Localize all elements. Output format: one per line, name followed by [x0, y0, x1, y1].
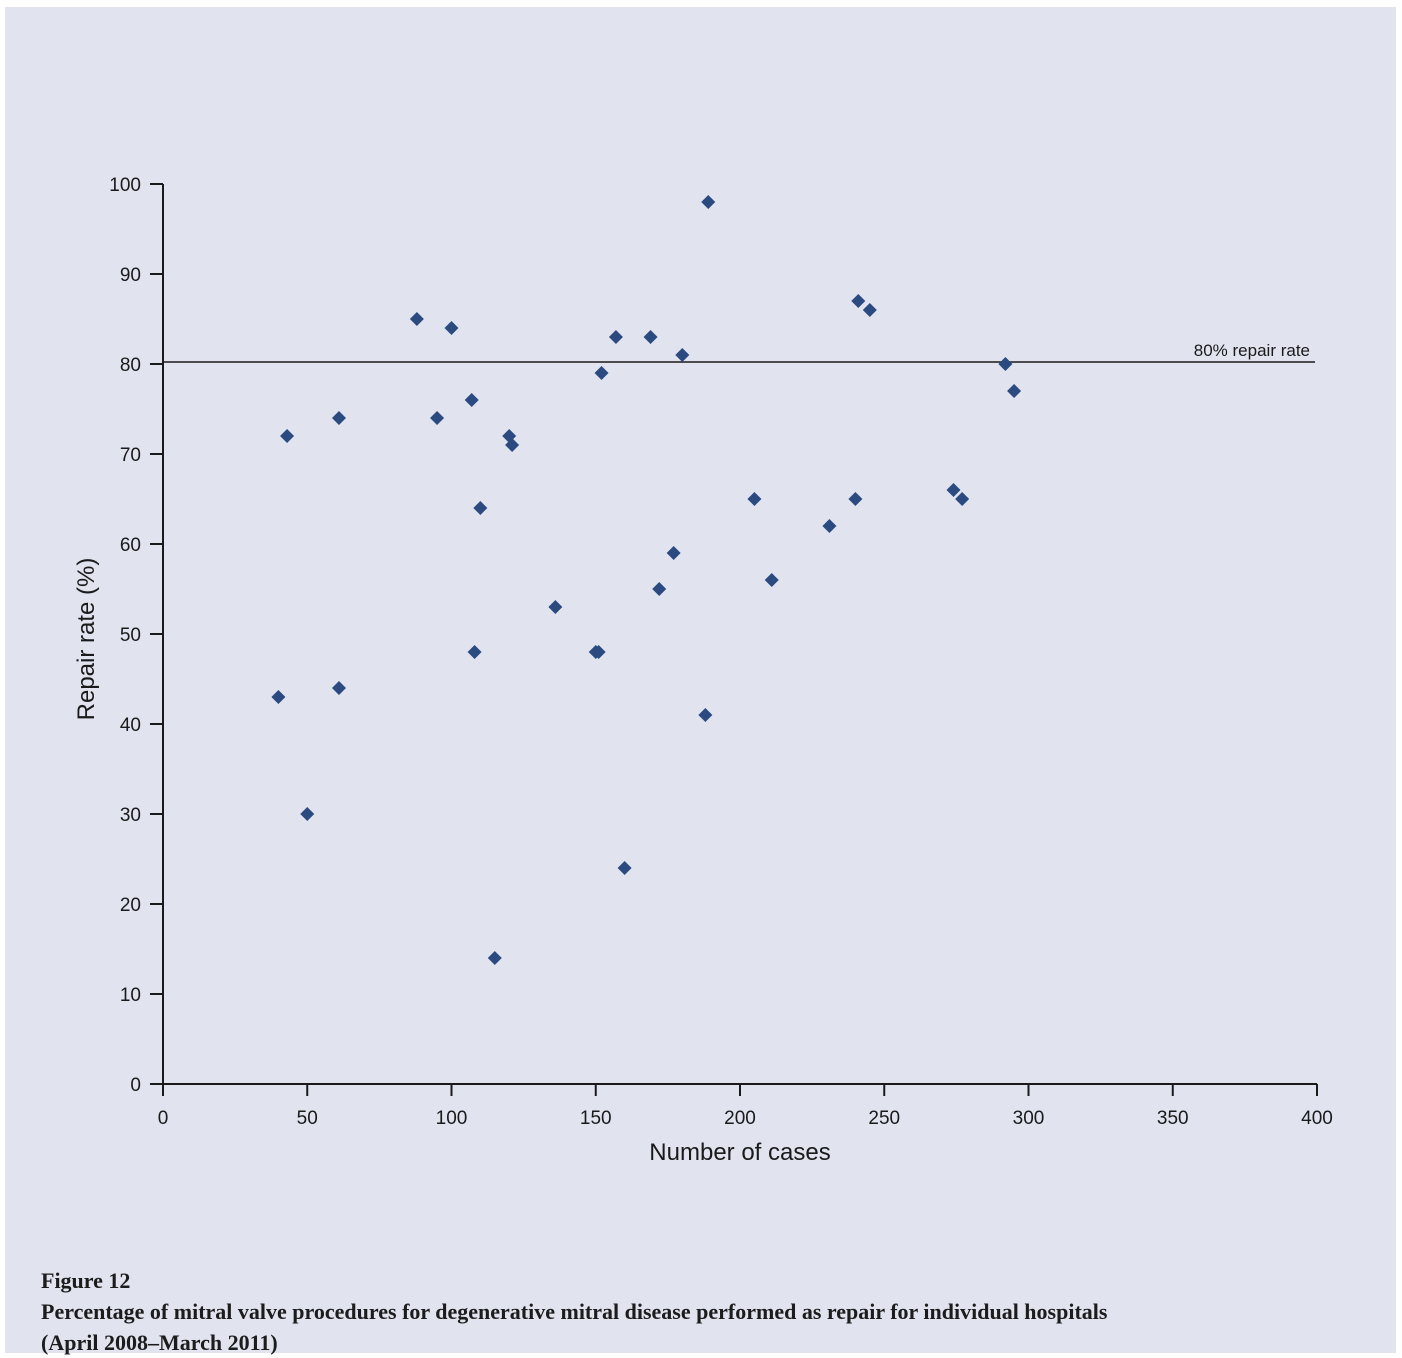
data-point	[1007, 384, 1022, 398]
y-tick-label: 50	[120, 625, 141, 646]
x-tick-label: 100	[436, 1108, 468, 1129]
data-point	[473, 501, 488, 515]
y-tick-label: 100	[109, 175, 141, 196]
data-point	[764, 573, 779, 587]
figure-caption: Figure 12 Percentage of mitral valve pro…	[41, 1265, 1381, 1358]
x-axis-title: Number of cases	[649, 1139, 830, 1166]
reference-line-label: 80% repair rate	[1194, 341, 1310, 360]
data-point	[467, 645, 482, 659]
data-point	[487, 951, 502, 965]
scatter-chart: 80% repair rate 0 10 20 30 40 50 60 70 80 90 100 0 5…	[73, 175, 1333, 1166]
data-point	[955, 492, 970, 506]
data-point	[617, 861, 632, 875]
data-point	[594, 366, 609, 380]
x-tick-label: 50	[297, 1108, 318, 1129]
y-tick-label: 30	[120, 805, 141, 826]
x-tick-label: 0	[158, 1108, 169, 1129]
y-tick-label: 60	[120, 535, 141, 556]
x-tick-label: 350	[1157, 1108, 1189, 1129]
data-point	[675, 348, 690, 362]
axes: 0 10 20 30 40 50 60 70 80 90 100 0 50 100 150 200 250 300…	[109, 175, 1333, 1129]
y-tick-label: 0	[130, 1075, 141, 1096]
data-point	[409, 312, 424, 326]
data-point	[747, 492, 762, 506]
figure-caption-line-2: (April 2008–March 2011)	[41, 1330, 278, 1355]
data-point	[331, 681, 346, 695]
x-tick-label: 250	[868, 1108, 900, 1129]
data-point	[643, 330, 658, 344]
data-point	[430, 411, 445, 425]
x-tick-label: 400	[1301, 1108, 1333, 1129]
y-tick-label: 80	[120, 355, 141, 376]
reference-line-group: 80% repair rate	[163, 341, 1315, 363]
data-point	[591, 645, 606, 659]
data-point	[822, 519, 837, 533]
figure-caption-line-1: Percentage of mitral valve procedures fo…	[41, 1299, 1108, 1324]
data-point	[698, 708, 713, 722]
data-point	[608, 330, 623, 344]
y-tick-label: 90	[120, 265, 141, 286]
x-tick-label: 200	[724, 1108, 756, 1129]
figure-panel: 80% repair rate 0 10 20 30 40 50 60 70 80 90 100 0 5…	[5, 7, 1396, 1355]
data-point	[701, 195, 716, 209]
data-point	[666, 546, 681, 560]
data-point	[862, 303, 877, 317]
y-tick-label: 20	[120, 895, 141, 916]
y-tick-label: 70	[120, 445, 141, 466]
data-point	[300, 807, 315, 821]
data-point	[998, 357, 1013, 371]
data-point	[946, 483, 961, 497]
data-point	[271, 690, 286, 704]
data-point	[505, 438, 520, 452]
data-point	[280, 429, 295, 443]
y-axis-title: Repair rate (%)	[73, 558, 100, 721]
data-point	[464, 393, 479, 407]
y-tick-label: 40	[120, 715, 141, 736]
data-point	[331, 411, 346, 425]
data-point	[444, 321, 459, 335]
data-points	[271, 195, 1022, 965]
data-point	[848, 492, 863, 506]
x-tick-label: 300	[1013, 1108, 1045, 1129]
figure-label: Figure 12	[41, 1268, 131, 1293]
data-point	[851, 294, 866, 308]
x-tick-label: 150	[580, 1108, 612, 1129]
y-tick-label: 10	[120, 985, 141, 1006]
data-point	[652, 582, 667, 596]
data-point	[548, 600, 563, 614]
